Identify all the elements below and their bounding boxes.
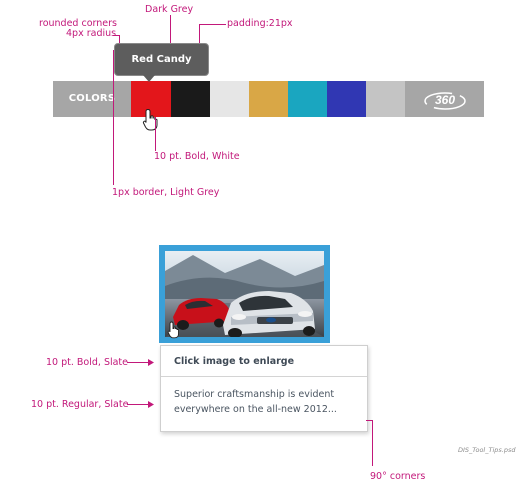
swatch-white[interactable] xyxy=(210,81,249,117)
corners-annotation: 90° corners xyxy=(370,471,426,482)
regular-slate-annotation: 10 pt. Regular, Slate xyxy=(31,399,129,410)
swatch-gold[interactable] xyxy=(249,81,288,117)
dark-grey-leader xyxy=(170,15,171,46)
tooltip-arrow xyxy=(143,75,155,82)
bold-white-leader xyxy=(155,117,156,151)
info-body-line1: Superior craftsmanship is evident xyxy=(174,389,335,400)
radius-leader-h xyxy=(113,35,119,36)
border-leader xyxy=(113,50,114,185)
info-body-line2: everywhere on the all-new 2012... xyxy=(174,404,337,415)
regular-slate-arrow-icon xyxy=(148,401,154,408)
radius-leader-v xyxy=(119,35,120,45)
info-divider xyxy=(161,376,367,377)
regular-slate-leader xyxy=(127,404,149,405)
swatch-teal[interactable] xyxy=(288,81,327,117)
corners-leader-h xyxy=(366,420,373,421)
bold-slate-annotation: 10 pt. Bold, Slate xyxy=(46,357,129,368)
rounded-corners-annotation: rounded corners xyxy=(39,18,117,29)
padding-leader-h xyxy=(199,24,226,25)
bold-slate-leader xyxy=(127,362,149,363)
swatch-blue[interactable] xyxy=(327,81,366,117)
tooltip-text: Red Candy xyxy=(131,54,192,65)
swatch-black[interactable] xyxy=(171,81,210,117)
info-title: Click image to enlarge xyxy=(174,356,295,367)
hand-cursor-icon-photo xyxy=(167,321,179,339)
info-card xyxy=(160,345,368,432)
border-annotation: 1px border, Light Grey xyxy=(112,187,220,198)
bold-slate-arrow-icon xyxy=(148,359,154,366)
rotate-360-icon: 360 xyxy=(424,92,466,110)
colors-label: COLORS xyxy=(68,93,116,104)
car-photo[interactable] xyxy=(165,251,324,337)
tooltip-box xyxy=(114,43,209,76)
padding-annotation: padding:21px xyxy=(227,18,293,29)
swatch-red[interactable] xyxy=(131,81,171,117)
filename-label: DIS_Tool_Tips.psd xyxy=(458,446,516,454)
radius-annotation: 4px radius xyxy=(66,28,117,39)
hand-cursor-icon xyxy=(142,108,158,131)
corners-leader xyxy=(372,420,373,466)
padding-leader-v xyxy=(199,24,200,44)
dark-grey-annotation: Dark Grey xyxy=(145,4,194,15)
swatch-silver[interactable] xyxy=(366,81,405,117)
bold-white-annotation: 10 pt. Bold, White xyxy=(154,151,240,162)
rotate-360-button[interactable]: 360 xyxy=(405,81,484,117)
rotate-360-text: 360 xyxy=(435,93,455,107)
